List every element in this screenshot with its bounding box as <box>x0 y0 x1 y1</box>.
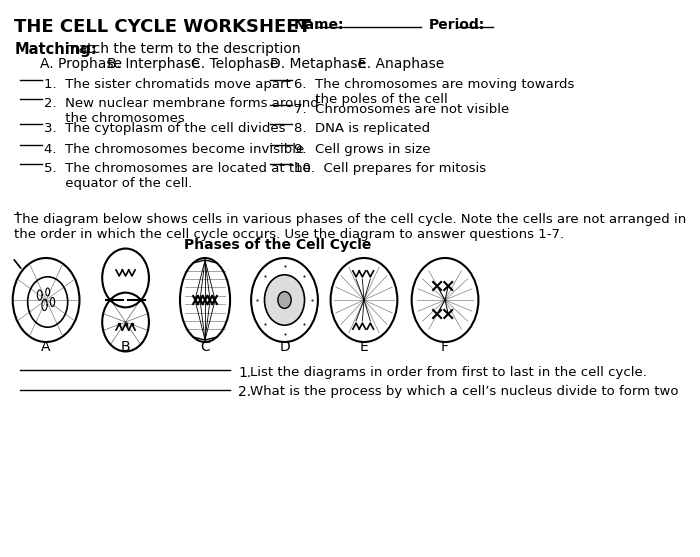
Text: 5.  The chromosomes are located at the
     equator of the cell.: 5. The chromosomes are located at the eq… <box>43 162 311 190</box>
Text: D: D <box>279 340 290 354</box>
Text: What is the process by which a cell’s nucleus divide to form two: What is the process by which a cell’s nu… <box>251 385 679 398</box>
Text: Period:: Period: <box>429 18 485 32</box>
Text: F: F <box>441 340 449 354</box>
Text: E: E <box>360 340 368 354</box>
Text: match the term to the description: match the term to the description <box>65 42 301 56</box>
Text: C. Telophase: C. Telophase <box>190 57 278 71</box>
Text: E. Anaphase: E. Anaphase <box>358 57 444 71</box>
Text: D. Metaphase: D. Metaphase <box>270 57 366 71</box>
Text: 10.  Cell prepares for mitosis: 10. Cell prepares for mitosis <box>294 162 486 175</box>
Text: THE CELL CYCLE WORKSHEET: THE CELL CYCLE WORKSHEET <box>14 18 312 36</box>
Text: 7.  Chromosomes are not visible: 7. Chromosomes are not visible <box>294 103 510 116</box>
Circle shape <box>278 292 291 309</box>
Text: Name:: Name: <box>294 18 344 32</box>
Text: A: A <box>41 340 51 354</box>
Text: C: C <box>200 340 210 354</box>
Text: 6.  The chromosomes are moving towards
     the poles of the cell: 6. The chromosomes are moving towards th… <box>294 78 575 106</box>
Text: 2.: 2. <box>239 385 251 399</box>
Text: A. Prophase: A. Prophase <box>40 57 122 71</box>
Text: Matching:: Matching: <box>14 42 97 57</box>
Text: .: . <box>14 200 20 218</box>
Text: 4.  The chromosomes become invisible: 4. The chromosomes become invisible <box>43 143 304 156</box>
Text: B: B <box>121 340 130 354</box>
Text: 2.  New nuclear membrane forms around
     the chromosomes: 2. New nuclear membrane forms around the… <box>43 97 318 125</box>
Text: 1.: 1. <box>239 366 252 380</box>
Text: The diagram below shows cells in various phases of the cell cycle. Note the cell: The diagram below shows cells in various… <box>14 213 687 241</box>
Text: B. Interphase: B. Interphase <box>107 57 200 71</box>
Text: 9.  Cell grows in size: 9. Cell grows in size <box>294 143 430 156</box>
Circle shape <box>265 275 304 325</box>
Text: 3.  The cytoplasm of the cell divides: 3. The cytoplasm of the cell divides <box>43 122 285 135</box>
Text: List the diagrams in order from first to last in the cell cycle.: List the diagrams in order from first to… <box>251 366 648 379</box>
Text: 1.  The sister chromatids move apart: 1. The sister chromatids move apart <box>43 78 290 91</box>
Text: 8.  DNA is replicated: 8. DNA is replicated <box>294 122 430 135</box>
Text: Phases of the Cell Cycle: Phases of the Cell Cycle <box>185 238 372 252</box>
